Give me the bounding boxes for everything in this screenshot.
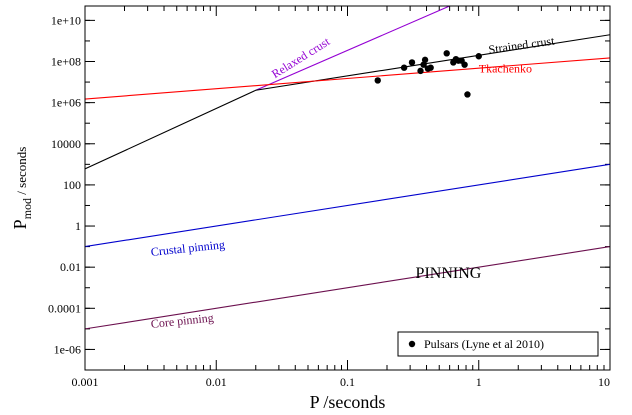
pulsar-point	[461, 61, 468, 68]
line-label-strained-crust: Strained crust	[488, 33, 556, 56]
y-tick-label: 10000	[51, 137, 81, 151]
x-axis-label: P /seconds	[310, 392, 386, 412]
series-line-crustal-pinning	[85, 163, 610, 248]
pulsar-points	[374, 50, 482, 98]
y-tick-label: 1	[75, 219, 81, 233]
y-tick-label: 1e+10	[51, 13, 81, 27]
pulsar-point	[475, 53, 482, 60]
y-tick-label: 0.01	[60, 260, 81, 274]
series-line-relaxed-crust	[255, 6, 450, 91]
line-label-crustal-pinning: Crustal pinning	[150, 237, 225, 259]
tick-layer: 0.001 0.01 0.1 1 10 1e-06 0.0001 0.01 1 100 10000 1…	[48, 6, 611, 389]
legend-box	[397, 331, 599, 357]
plot-frame	[84, 5, 611, 371]
pulsar-point	[443, 50, 450, 57]
y-axis-label: Pmod / seconds	[10, 147, 34, 230]
legend-label: Pulsars (Lyne et al 2010)	[424, 337, 544, 351]
y-tick-label: 0.0001	[48, 301, 81, 315]
y-axis-label-sub: mod	[20, 198, 34, 219]
pulsar-point	[420, 61, 427, 68]
pulsar-point	[408, 59, 416, 66]
x-tick-label: 1	[476, 375, 482, 389]
region-label-pinning: PINNING	[416, 265, 482, 282]
y-tick-label: 1e+08	[51, 55, 81, 69]
y-axis-label-main: P	[10, 219, 30, 229]
x-tick-label: 0.01	[206, 375, 227, 389]
series-line-tkachenko	[85, 57, 610, 100]
legend-marker	[408, 340, 416, 348]
pulsar-point	[464, 91, 471, 98]
y-tick-label: 1e-06	[54, 342, 81, 356]
x-tick-label: 0.1	[340, 375, 355, 389]
line-label-relaxed-crust: Relaxed crust	[269, 34, 333, 81]
pulsar-point	[427, 64, 434, 71]
y-axis-label-rest: / seconds	[14, 147, 29, 198]
series-layer	[85, 6, 610, 330]
pulsar-point	[374, 77, 381, 84]
y-tick-label: 100	[63, 178, 81, 192]
line-label-core-pinning: Core pinning	[150, 310, 214, 331]
x-tick-label: 0.001	[72, 375, 99, 389]
x-tick-label: 10	[598, 375, 610, 389]
pulsar-point	[400, 64, 408, 71]
series-line-strained-crust	[85, 34, 610, 170]
pulsar-point	[417, 67, 424, 75]
y-tick-label: 1e+06	[51, 96, 81, 110]
pulsar-point	[421, 56, 429, 64]
legend: Pulsars (Lyne et al 2010)	[397, 331, 599, 357]
series-line-core-pinning	[85, 246, 610, 330]
line-label-tkachenko: Tkachenko	[479, 61, 532, 75]
